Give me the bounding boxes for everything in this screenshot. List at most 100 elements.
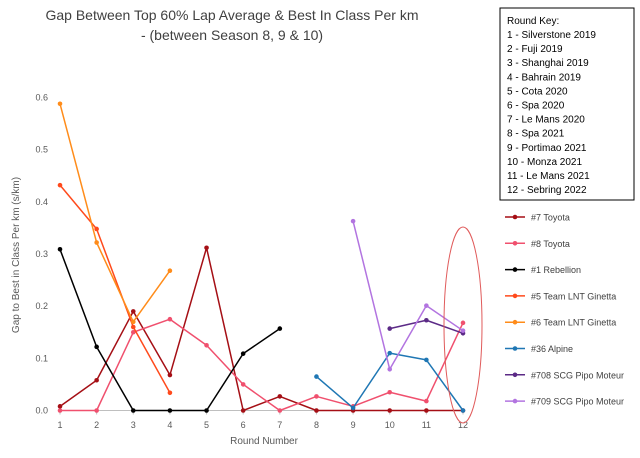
data-point-7-toyota: [277, 394, 283, 399]
data-point-5-team-lnt-ginetta: [130, 324, 136, 330]
x-tick-label: 6: [241, 420, 246, 430]
data-point-7-toyota: [387, 408, 393, 413]
legend-marker: [512, 293, 518, 299]
legend-label: #8 Toyota: [531, 239, 570, 249]
legend-label: #709 SCG Pipo Moteur: [531, 397, 624, 407]
x-tick-label: 9: [351, 420, 356, 430]
round-key-item: 8 - Spa 2021: [507, 129, 565, 140]
data-point-7-toyota: [240, 408, 246, 413]
data-point-8-toyota: [240, 382, 246, 387]
x-tick-label: 2: [94, 420, 99, 430]
y-tick-label: 0.6: [35, 93, 48, 103]
data-point-36-alpine: [387, 350, 393, 356]
data-point-8-toyota: [94, 408, 99, 413]
legend-label: #708 SCG Pipo Moteur: [531, 370, 624, 380]
data-point-709-scg-pipo-moteur: [424, 303, 429, 308]
legend-marker: [512, 267, 518, 272]
data-point-7-toyota: [167, 372, 173, 378]
data-point-8-toyota: [204, 342, 209, 348]
chart-title-line-1: Gap Between Top 60% Lap Average & Best I…: [45, 7, 418, 23]
data-point-8-toyota: [424, 398, 429, 404]
legend-label: #7 Toyota: [531, 213, 570, 223]
data-point-7-toyota: [314, 408, 319, 413]
series-line-709-scg-pipo-moteur: [352, 220, 464, 371]
data-point-1-rebellion: [277, 326, 283, 331]
data-point-8-toyota: [387, 389, 393, 395]
data-point-8-toyota: [167, 316, 173, 322]
data-point-7-toyota: [204, 245, 209, 251]
series-line-6-team-lnt-ginetta: [59, 103, 171, 323]
data-point-36-alpine: [424, 357, 429, 363]
round-key-item: 10 - Monza 2021: [507, 157, 582, 168]
data-point-7-toyota: [424, 408, 429, 413]
data-point-7-toyota: [130, 309, 136, 314]
legend-marker: [512, 241, 518, 246]
round-key-item: 6 - Spa 2020: [507, 101, 565, 112]
x-tick-label: 1: [57, 420, 62, 430]
legend-label: #5 Team LNT Ginetta: [531, 291, 616, 301]
x-axis-title: Round Number: [230, 436, 298, 447]
round-key-item: 11 - Le Mans 2021: [507, 171, 590, 182]
data-point-8-toyota: [277, 408, 283, 413]
data-point-6-team-lnt-ginetta: [94, 240, 99, 245]
legend-label: #36 Alpine: [531, 344, 573, 354]
data-point-709-scg-pipo-moteur: [350, 218, 356, 224]
round-key-item: 1 - Silverstone 2019: [507, 30, 596, 41]
legend-label: #1 Rebellion: [531, 265, 581, 275]
data-point-8-toyota: [314, 394, 319, 399]
data-point-36-alpine: [460, 408, 466, 413]
legend-label: #6 Team LNT Ginetta: [531, 318, 616, 328]
x-tick-label: 7: [277, 420, 282, 430]
y-tick-label: 0.4: [35, 197, 48, 207]
x-tick-label: 3: [131, 420, 136, 430]
legend-marker: [512, 319, 518, 325]
legend-marker: [512, 398, 518, 404]
data-point-708-scg-pipo-moteur: [387, 326, 393, 331]
data-point-1-rebellion: [240, 351, 246, 356]
y-tick-label: 0.5: [35, 145, 48, 155]
round-key-item: 5 - Cota 2020: [507, 86, 568, 97]
data-point-709-scg-pipo-moteur: [460, 328, 466, 333]
round-key-item: 3 - Shanghai 2019: [507, 58, 589, 69]
round-key-item: 4 - Bahrain 2019: [507, 72, 581, 83]
legend-marker: [512, 372, 518, 378]
round-key-item: 7 - Le Mans 2020: [507, 115, 585, 126]
legend-marker: [512, 214, 518, 220]
data-point-5-team-lnt-ginetta: [167, 390, 173, 396]
y-tick-label: 0.0: [35, 406, 48, 416]
round-key-item: 9 - Portimao 2021: [507, 143, 587, 154]
series-line-7-toyota: [59, 246, 463, 412]
data-point-1-rebellion: [167, 408, 173, 413]
data-point-708-scg-pipo-moteur: [424, 317, 429, 323]
data-point-8-toyota: [57, 408, 63, 413]
data-point-7-toyota: [94, 377, 99, 383]
round-key-item: 12 - Sebring 2022: [507, 185, 587, 196]
y-tick-label: 0.3: [35, 249, 48, 259]
x-tick-label: 12: [458, 420, 468, 430]
data-point-1-rebellion: [204, 408, 209, 413]
x-tick-label: 5: [204, 420, 209, 430]
data-point-1-rebellion: [94, 344, 99, 350]
y-tick-label: 0.1: [35, 353, 48, 363]
y-axis-title: Gap to Best in Class Per km (s/km): [11, 177, 22, 333]
data-point-709-scg-pipo-moteur: [387, 366, 393, 372]
data-point-6-team-lnt-ginetta: [167, 268, 173, 273]
data-point-1-rebellion: [130, 408, 136, 413]
data-point-8-toyota: [460, 320, 466, 326]
data-point-6-team-lnt-ginetta: [57, 101, 63, 107]
data-point-5-team-lnt-ginetta: [94, 226, 99, 232]
series-line-5-team-lnt-ginetta: [59, 184, 171, 394]
data-point-36-alpine: [314, 374, 319, 379]
round-key-title: Round Key:: [507, 16, 559, 27]
data-point-8-toyota: [130, 329, 136, 335]
chart-title-line-2: - (between Season 8, 9 & 10): [141, 27, 323, 43]
data-point-7-toyota: [57, 404, 63, 409]
legend-marker: [512, 346, 518, 351]
x-tick-label: 8: [314, 420, 319, 430]
data-point-36-alpine: [350, 405, 356, 411]
x-tick-label: 11: [422, 420, 431, 430]
x-tick-label: 10: [385, 420, 395, 430]
highlight-ellipse: [443, 226, 483, 424]
